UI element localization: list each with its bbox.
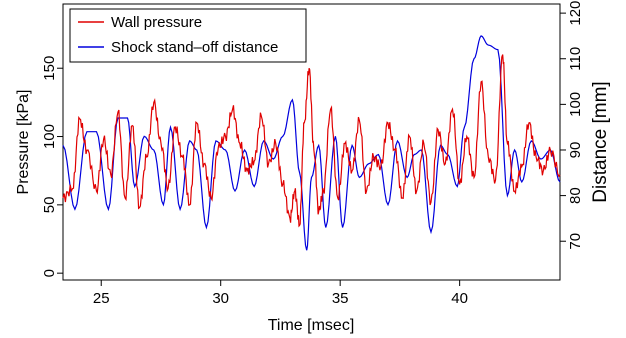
right-tick-label: 110 <box>567 47 584 71</box>
series-line-pressure <box>62 54 561 228</box>
left-tick-label: 50 <box>41 197 58 214</box>
x-axis-title: Time [msec] <box>268 317 355 334</box>
x-tick-label: 40 <box>451 290 468 307</box>
left-tick-label: 0 <box>41 269 58 277</box>
right-tick-label: 70 <box>567 233 584 250</box>
left-y-axis: 0 50 100 150 <box>41 56 63 277</box>
x-tick-label: 30 <box>212 290 229 307</box>
legend-box <box>69 8 307 63</box>
left-tick-label: 150 <box>41 56 58 81</box>
right-tick-label: 90 <box>567 142 584 159</box>
right-y-axis-title: Distance [mm] <box>590 81 611 202</box>
right-tick-label: 120 <box>567 1 584 26</box>
plot-frame <box>62 3 561 281</box>
right-y-axis: 70 80 90 100 110 120 <box>560 1 584 250</box>
left-tick-label: 100 <box>41 124 58 149</box>
x-tick-label: 35 <box>332 290 349 307</box>
series-line-distance <box>62 35 561 251</box>
right-tick-label: 100 <box>567 92 584 117</box>
right-tick-label: 80 <box>567 187 584 204</box>
legend-label-distance: Shock stand–off distance <box>111 39 278 56</box>
legend-label-pressure: Wall pressure <box>111 14 202 31</box>
x-axis: 25 30 35 40 <box>93 280 468 307</box>
x-tick-label: 25 <box>93 290 110 307</box>
left-y-axis-title: Pressure [kPa] <box>15 90 32 195</box>
legend: Wall pressure Shock stand–off distance <box>69 8 307 63</box>
